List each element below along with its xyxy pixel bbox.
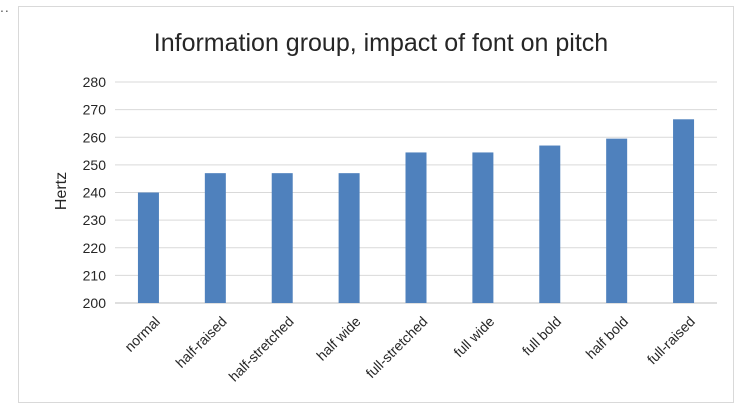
bar	[271, 173, 293, 303]
y-tick-labels: 200 210 220 230 240 250 260 270 280	[83, 74, 107, 311]
x-tick-label: full wide	[450, 313, 497, 360]
y-axis-label: Hertz	[53, 172, 70, 210]
x-tick-label: full-raised	[644, 313, 698, 367]
bar	[606, 138, 628, 303]
y-tick-label: 200	[83, 295, 107, 311]
chart-title: Information group, impact of font on pit…	[154, 29, 608, 57]
bar	[673, 119, 695, 303]
bar	[472, 152, 494, 303]
x-tick-label: full-stretched	[362, 313, 430, 381]
y-tick-label: 210	[83, 267, 107, 283]
bar	[405, 152, 427, 303]
bar	[204, 173, 226, 303]
bars	[137, 119, 695, 303]
bar	[137, 192, 159, 303]
bar	[338, 173, 360, 303]
bar	[539, 145, 561, 303]
y-tick-label: 240	[83, 185, 107, 201]
y-tick-label: 230	[83, 212, 107, 228]
y-tick-label: 280	[83, 74, 107, 90]
y-tick-label: 250	[83, 157, 107, 173]
x-tick-label: half-stretched	[225, 313, 296, 384]
corner-dots: ..	[0, 0, 10, 15]
x-tick-label: full bold	[519, 313, 564, 358]
y-tick-label: 270	[83, 102, 107, 118]
y-tick-label: 220	[83, 240, 107, 256]
y-tick-label: 260	[83, 129, 107, 145]
x-tick-label: half bold	[582, 313, 631, 362]
x-tick-label: half-raised	[172, 313, 230, 371]
x-tick-label: normal	[121, 313, 163, 355]
x-tick-label: half wide	[313, 313, 364, 364]
